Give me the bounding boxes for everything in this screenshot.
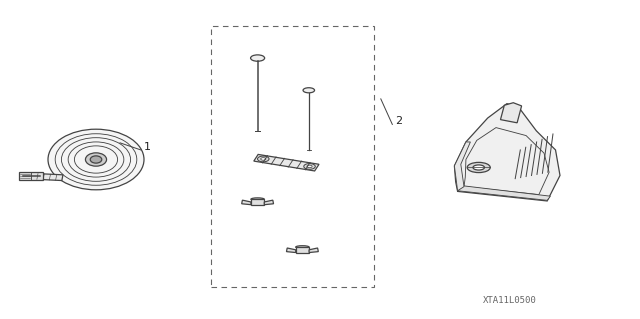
Polygon shape	[458, 186, 550, 200]
Text: 1: 1	[144, 142, 151, 152]
Bar	[296, 247, 309, 253]
Polygon shape	[24, 173, 63, 181]
FancyBboxPatch shape	[19, 172, 44, 180]
Ellipse shape	[251, 55, 265, 61]
Text: 2: 2	[396, 116, 403, 126]
Ellipse shape	[304, 164, 316, 169]
Ellipse shape	[48, 129, 144, 190]
Ellipse shape	[300, 249, 305, 251]
Ellipse shape	[251, 198, 264, 201]
Ellipse shape	[255, 201, 260, 203]
Ellipse shape	[257, 156, 269, 162]
Ellipse shape	[473, 165, 484, 170]
Ellipse shape	[296, 246, 309, 249]
Polygon shape	[454, 104, 560, 201]
Text: XTA11L0500: XTA11L0500	[483, 296, 537, 305]
Bar	[211, 26, 374, 287]
Polygon shape	[500, 103, 522, 123]
Polygon shape	[242, 200, 251, 205]
Polygon shape	[454, 142, 470, 191]
Polygon shape	[264, 200, 273, 205]
Bar	[251, 199, 264, 205]
Ellipse shape	[303, 88, 315, 93]
Polygon shape	[287, 248, 296, 253]
Ellipse shape	[307, 165, 312, 168]
Polygon shape	[309, 248, 318, 253]
Ellipse shape	[86, 153, 106, 166]
Ellipse shape	[467, 162, 490, 173]
Polygon shape	[254, 154, 319, 171]
Ellipse shape	[260, 158, 266, 160]
Ellipse shape	[90, 156, 102, 163]
